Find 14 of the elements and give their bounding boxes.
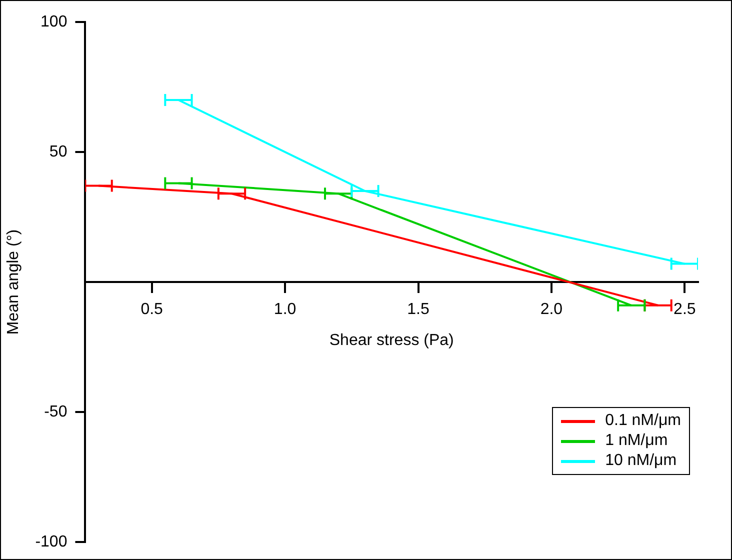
- y-tick-label: -50: [44, 403, 68, 420]
- legend-label: 10 nM/μm: [605, 451, 677, 471]
- x-tick-label: 2.0: [540, 301, 563, 318]
- x-tick-label: 1.5: [407, 301, 430, 318]
- legend-label: 0.1 nM/μm: [605, 411, 681, 431]
- y-tick-label: 50: [49, 143, 68, 160]
- x-tick-label: 2.5: [674, 301, 696, 318]
- legend-label: 1 nM/μm: [605, 431, 668, 451]
- x-tick-label: 0.5: [140, 301, 164, 318]
- y-tick-label: -100: [35, 533, 68, 550]
- x-axis-title: Shear stress (Pa): [329, 332, 454, 350]
- x-tick-label: 1.0: [274, 301, 296, 318]
- y-axis-title: Mean angle (°): [5, 229, 22, 335]
- y-tick-label: 100: [40, 13, 68, 30]
